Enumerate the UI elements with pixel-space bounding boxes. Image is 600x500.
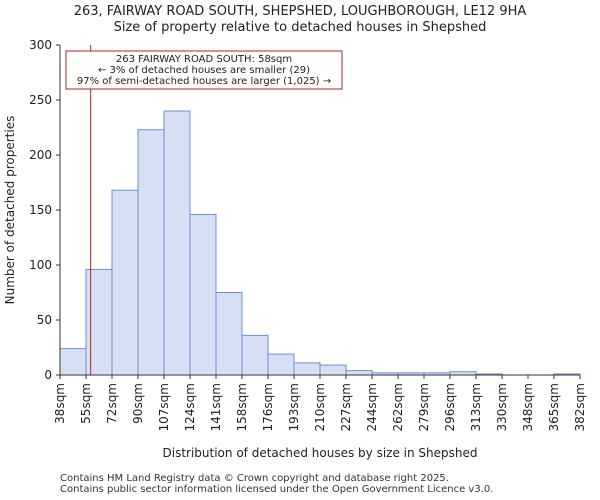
- y-tick-label: 250: [29, 93, 52, 107]
- histogram-bar: [215, 292, 243, 376]
- y-axis-label: Number of detached properties: [3, 116, 17, 305]
- x-tick-label: 244sqm: [365, 383, 379, 431]
- histogram-bar: [293, 362, 321, 376]
- x-tick-label: 55sqm: [79, 383, 93, 424]
- x-tick-label: 193sqm: [287, 383, 301, 431]
- footer-licence: Contains public sector information licen…: [60, 484, 494, 495]
- x-tick-label: 348sqm: [521, 383, 535, 431]
- histogram-bar: [59, 348, 87, 376]
- histogram-bar: [189, 213, 217, 376]
- histogram-bar: [241, 334, 269, 376]
- histogram-bar: [111, 189, 139, 376]
- y-tick-label: 0: [44, 368, 52, 382]
- x-tick-label: 107sqm: [157, 383, 171, 431]
- histogram-bar: [267, 353, 295, 376]
- chart-title: 263, FAIRWAY ROAD SOUTH, SHEPSHED, LOUGH…: [73, 4, 527, 19]
- x-tick-label: 38sqm: [53, 383, 67, 424]
- y-tick-label: 100: [29, 258, 52, 272]
- x-tick-label: 227sqm: [339, 383, 353, 431]
- histogram-bar: [85, 268, 113, 376]
- y-tick-label: 200: [29, 148, 52, 162]
- x-tick-label: 90sqm: [131, 383, 145, 424]
- x-tick-label: 382sqm: [573, 383, 587, 431]
- x-tick-label: 72sqm: [105, 383, 119, 424]
- histogram-bar: [345, 370, 373, 376]
- x-tick-label: 124sqm: [183, 383, 197, 431]
- footer-copyright: Contains HM Land Registry data © Crown c…: [60, 473, 449, 484]
- x-tick-label: 296sqm: [443, 383, 457, 431]
- annotation-box: [65, 50, 343, 90]
- histogram-bar: [163, 110, 191, 376]
- annotation-line: ← 3% of detached houses are smaller (29): [98, 65, 310, 76]
- histogram-bar: [319, 364, 347, 376]
- x-tick-label: 330sqm: [495, 383, 509, 431]
- x-tick-label: 313sqm: [469, 383, 483, 431]
- x-tick-label: 279sqm: [417, 383, 431, 431]
- y-tick-label: 50: [37, 313, 52, 327]
- annotation-line: 263 FAIRWAY ROAD SOUTH: 58sqm: [116, 54, 292, 65]
- x-tick-label: 262sqm: [391, 383, 405, 431]
- x-tick-label: 141sqm: [209, 383, 223, 431]
- x-tick-label: 365sqm: [547, 383, 561, 431]
- x-tick-label: 158sqm: [235, 383, 249, 431]
- x-tick-label: 210sqm: [313, 383, 327, 431]
- chart-subtitle: Size of property relative to detached ho…: [113, 20, 487, 35]
- y-tick-label: 150: [29, 203, 52, 217]
- histogram-bar: [137, 129, 165, 376]
- x-tick-label: 176sqm: [261, 383, 275, 431]
- y-tick-label: 300: [29, 38, 52, 52]
- x-axis-label: Distribution of detached houses by size …: [163, 446, 478, 460]
- annotation-line: 97% of semi-detached houses are larger (…: [77, 76, 331, 87]
